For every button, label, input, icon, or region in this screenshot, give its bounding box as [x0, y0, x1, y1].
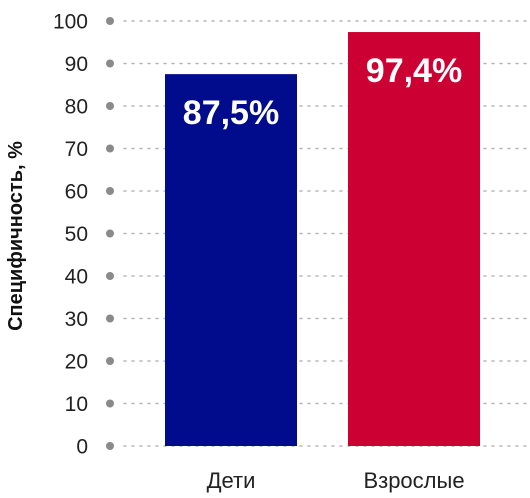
x-axis-labels: Дети Взрослые — [207, 468, 465, 493]
bar-value-label: 97,4% — [366, 52, 462, 90]
y-tick-label: 0 — [76, 436, 88, 459]
y-tick-dot — [106, 229, 114, 238]
gridlines — [123, 20, 527, 447]
y-tick-dot — [106, 272, 114, 280]
y-tick-label: 70 — [65, 138, 88, 161]
y-tick-dot — [106, 144, 114, 153]
data-labels: 87,5% 97,4% — [183, 52, 462, 132]
y-tick-dot — [106, 187, 114, 195]
y-tick-label: 10 — [65, 393, 88, 416]
y-tick-dot — [106, 314, 114, 323]
y-axis-ticks: 0 10 20 30 40 50 60 70 80 90 100 — [53, 11, 114, 459]
y-tick-label: 80 — [65, 96, 88, 119]
y-tick-dot — [106, 442, 114, 450]
bar — [348, 32, 480, 447]
y-tick-label: 20 — [65, 351, 88, 374]
y-tick-label: 40 — [65, 266, 88, 289]
y-axis-title: Специфичность, % — [5, 141, 27, 331]
y-tick-dot — [106, 17, 114, 25]
x-category-label: Взрослые — [363, 468, 464, 493]
y-tick-label: 100 — [53, 11, 88, 34]
y-tick-label: 50 — [65, 223, 88, 246]
x-category-label: Дети — [207, 468, 256, 493]
y-tick-dot — [106, 357, 114, 365]
bar-value-label: 87,5% — [183, 94, 279, 132]
y-tick-label: 90 — [65, 53, 88, 76]
y-tick-dot — [106, 59, 114, 68]
y-tick-label: 60 — [65, 181, 88, 204]
bar — [165, 74, 297, 446]
y-tick-dot — [106, 102, 114, 110]
y-tick-dot — [106, 399, 114, 408]
bars — [165, 32, 480, 447]
y-tick-label: 30 — [65, 308, 88, 331]
